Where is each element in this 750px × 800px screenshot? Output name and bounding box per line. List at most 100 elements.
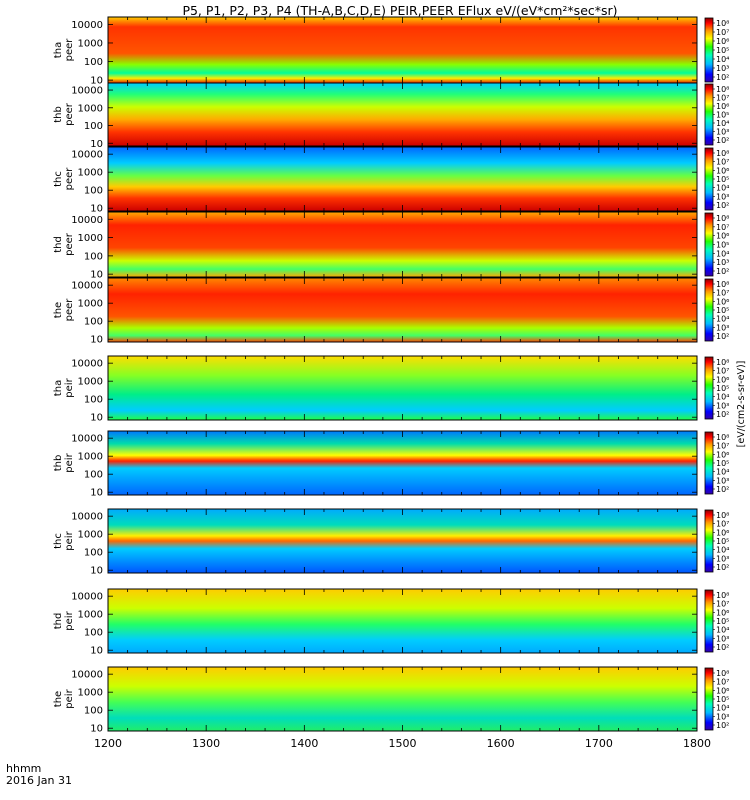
spectrogram-image (108, 17, 697, 83)
colorbar-tick-label: 10⁵ (716, 111, 729, 120)
spectrogram-image (108, 356, 697, 420)
energy-tick-label: 10000 (71, 20, 103, 31)
colorbar-tick-label: 10³ (716, 634, 729, 643)
panel-thd-peir: thdpeir 10000 1000 100 10 10⁸10⁷10⁶10⁵10⁴10³1… (53, 588, 729, 657)
energy-tick-label: 100 (84, 57, 103, 68)
colorbar-tick-label: 10⁵ (716, 459, 729, 468)
colorbar-tick-label: 10⁸ (716, 591, 729, 600)
energy-tick-label: 10000 (71, 150, 103, 161)
panel-ylabel: thapeer (53, 38, 75, 62)
colorbar (704, 212, 714, 277)
energy-tick-label: 1000 (78, 530, 103, 541)
colorbar-tick-label: 10⁷ (716, 289, 729, 298)
colorbar-tick-label: 10⁷ (716, 367, 729, 376)
colorbar-label: [eV/(cm2-s-sr-eV)] (736, 361, 747, 448)
energy-tick-label: 10000 (71, 281, 103, 292)
energy-tick-label: 1000 (78, 688, 103, 699)
colorbar-tick-label: 10⁴ (716, 55, 729, 64)
species-label: peir (64, 530, 75, 550)
colorbar-tick-label: 10⁷ (716, 678, 729, 687)
panel-frame (107, 355, 698, 421)
species-label: peer (64, 167, 75, 191)
panel-the-peir: thepeir 10000 1000 100 10 10⁸10⁷10⁶10⁵10⁴10³1… (53, 666, 729, 735)
energy-tick-label: 1000 (78, 610, 103, 621)
species-label: peer (64, 102, 75, 126)
colorbar (704, 83, 714, 146)
colorbar-tick-label: 10³ (716, 192, 729, 201)
probe-label: the (53, 302, 64, 318)
panel-frame (107, 588, 698, 654)
colorbar-tick-label: 10³ (716, 258, 729, 267)
energy-tick-label: 100 (84, 628, 103, 639)
energy-tick-label: 100 (84, 121, 103, 132)
panel-thb-peer: thbpeer 10000 1000 100 10 10⁸10⁷10⁶10⁵10⁴10³1… (53, 82, 729, 150)
colorbar-tick-label: 10⁶ (716, 450, 729, 459)
panel-frame (107, 146, 698, 212)
colorbar-tick-label: 10² (716, 136, 729, 145)
colorbar-tick-label: 10² (716, 267, 729, 276)
time-axis: 1200 1300 1400 1500 1600 1700 1800 (94, 737, 711, 750)
panel-thc-peer: thcpeer 10000 1000 100 10 10⁸10⁷10⁶10⁵10⁴10³1… (53, 146, 729, 215)
time-tick-label: 1200 (94, 737, 122, 750)
time-tick-label: 1700 (585, 737, 613, 750)
colorbar-tick-label: 10³ (716, 401, 729, 410)
energy-tick-label: 1000 (78, 103, 103, 114)
colorbar-tick-label: 10⁷ (716, 158, 729, 167)
colorbar-tick-label: 10² (716, 201, 729, 210)
panel-ylabel: thcpeir (53, 530, 75, 550)
energy-tick-label: 100 (84, 706, 103, 717)
colorbar-tick-label: 10³ (716, 712, 729, 721)
colorbar-tick-label: 10⁸ (716, 149, 729, 158)
colorbar-tick-label: 10⁶ (716, 528, 729, 537)
energy-tick-label: 10 (90, 139, 103, 150)
colorbar-tick-label: 10⁷ (716, 520, 729, 529)
colorbar-tick-label: 10⁴ (716, 119, 729, 128)
panel-thd-peer: thdpeer 10000 1000 100 10 10⁸10⁷10⁶10⁵10⁴10³1… (53, 211, 729, 281)
chart-title: P5, P1, P2, P3, P4 (TH-A,B,C,D,E) PEIR,P… (182, 3, 617, 18)
energy-tick-label: 10000 (71, 434, 103, 445)
probe-label: thc (53, 533, 64, 549)
probe-label: the (53, 691, 64, 707)
energy-tick-label: 10 (90, 488, 103, 499)
spectrogram-image (108, 83, 697, 146)
colorbar (704, 147, 714, 211)
colorbar-tick-label: 10⁸ (716, 214, 729, 223)
colorbar-tick-label: 10³ (716, 128, 729, 137)
energy-tick-label: 100 (84, 548, 103, 559)
colorbar-tick-label: 10⁷ (716, 223, 729, 232)
time-tick-label: 1300 (192, 737, 220, 750)
colorbar-tick-label: 10⁵ (716, 617, 729, 626)
colorbar (704, 431, 714, 495)
panel-ylabel: thepeer (53, 298, 75, 322)
energy-tick-label: 10000 (71, 215, 103, 226)
colorbar-tick-label: 10⁶ (716, 297, 729, 306)
colorbar-tick-label: 10⁶ (716, 37, 729, 46)
colorbar-tick-label: 10² (716, 73, 729, 82)
panel-thb-peir: thbpeir 10000 1000 100 10 10⁸10⁷10⁶10⁵10⁴10³1… (53, 430, 729, 499)
colorbar-tick-label: 10² (716, 485, 729, 494)
colorbar-tick-label: 10⁴ (716, 546, 729, 555)
probe-label: thd (53, 236, 64, 253)
colorbar-tick-label: 10⁷ (716, 28, 729, 37)
colorbar-tick-label: 10⁷ (716, 442, 729, 451)
colorbar-tick-label: 10⁷ (716, 94, 729, 103)
panel-frame (107, 430, 698, 496)
colorbar-tick-label: 10⁶ (716, 102, 729, 111)
species-label: peer (64, 38, 75, 62)
colorbar-tick-label: 10⁶ (716, 166, 729, 175)
colorbar-tick-label: 10⁶ (716, 232, 729, 241)
energy-tick-label: 100 (84, 470, 103, 481)
colorbar-tick-label: 10⁸ (716, 511, 729, 520)
panel-ylabel: thdpeir (53, 610, 75, 630)
energy-tick-label: 10000 (71, 670, 103, 681)
species-label: peir (64, 610, 75, 630)
time-axis-label: hhmm (6, 762, 41, 775)
colorbar-tick-label: 10⁴ (716, 393, 729, 402)
time-tick-label: 1500 (389, 737, 417, 750)
time-tick-label: 1800 (683, 737, 711, 750)
energy-tick-label: 10 (90, 204, 103, 215)
species-label: peer (64, 232, 75, 256)
panel-frame (107, 277, 698, 343)
spectrogram-image (108, 509, 697, 573)
colorbar-tick-label: 10⁸ (716, 358, 729, 367)
